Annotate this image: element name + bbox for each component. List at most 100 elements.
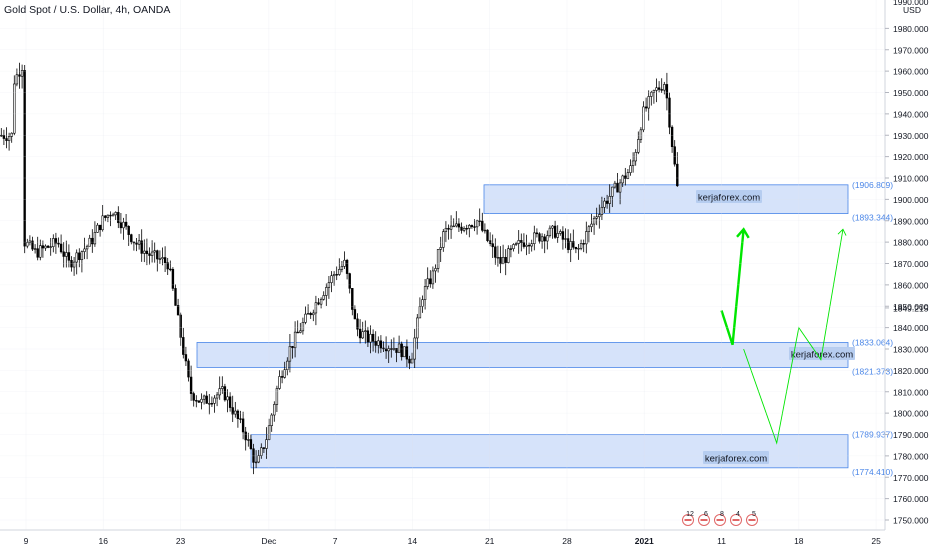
candle-body [280,376,284,378]
candle-body [473,226,476,228]
candle-body [278,376,281,389]
candle-body [169,268,172,271]
candle-body [202,395,206,400]
candle-body [228,396,232,408]
candle-body [574,246,578,250]
candle-body [387,348,390,352]
candle-body [670,126,674,148]
candle-body [33,248,37,250]
candle-body [319,298,323,305]
price-tick-label: 1930.000 [893,131,929,141]
price-tick-label: 1980.000 [893,24,929,34]
candle-body [468,225,471,229]
price-tick-label: 1910.000 [893,174,929,184]
candle-body [254,461,258,464]
candle-body [135,242,138,245]
candle-body [132,241,136,244]
candle-body [163,257,167,264]
candle-body [59,243,63,253]
price-tick-label: 1790.000 [893,430,929,440]
candle-body [553,225,557,238]
candle-body [275,388,279,405]
candle-body [470,225,474,227]
price-tick-label: 1820.000 [893,366,929,376]
candle-body [101,215,104,231]
candle-body [546,235,549,242]
candle-body [663,84,666,91]
candle-body [57,242,60,245]
candle-body [374,341,377,346]
candle-body [626,172,630,179]
candle-body [273,404,276,416]
candle-body [176,305,180,316]
price-tick-label: 1890.000 [893,216,929,226]
candle-body [429,278,432,285]
time-tick-label: 14 [408,536,418,546]
candle-body [335,274,338,276]
candle-body [366,330,370,343]
candle-body [153,250,156,253]
candle-body [530,243,533,247]
candle-body [124,221,128,227]
price-tick-label: 1880.000 [893,238,929,248]
candle-body [304,313,307,323]
candle-body [343,259,346,267]
candle-body [231,407,234,415]
candle-body [306,313,310,315]
chart-title: Gold Spot / U.S. Dollar, 4h, OANDA [4,4,170,16]
economic-events-layer[interactable]: 12 6 8 4 5 [682,511,758,526]
candle-body [31,240,34,250]
candle-body [179,314,182,338]
candle-body [504,256,507,263]
candle-body [260,447,263,456]
candle-body [439,247,442,250]
candle-body [410,358,414,364]
price-tick-label: 1860.000 [893,280,929,290]
candle-body [5,138,8,141]
candle-body [195,400,198,402]
candle-body [218,388,221,396]
time-tick-label: 11 [717,536,726,546]
candle-body [314,302,318,314]
event-marker-count: 5 [752,511,756,518]
candle-body [208,403,211,405]
candle-body [158,258,162,260]
candle-body [234,410,237,415]
candle-body [403,346,406,358]
candle-body [405,346,409,360]
candle-body [613,182,617,188]
candle-body [634,152,637,162]
candle-body [65,252,68,257]
candle-body [655,87,658,91]
candle-body [205,395,208,404]
candle-body [70,259,73,268]
support-resistance-zone[interactable] [483,184,849,215]
candle-body [647,96,650,109]
event-marker-count: 12 [686,511,694,518]
candle-body [200,398,203,403]
candle-body [109,214,112,217]
candle-body [262,447,266,449]
candle-body [520,240,523,243]
price-axis[interactable]: 1980.000 1970.000 1960.000 1950.000 1940.000… [0,0,929,530]
candle-body [650,92,653,97]
candle-body [455,223,458,227]
candle-body [184,354,188,362]
candle-body [192,393,195,401]
candle-body [111,214,115,217]
event-marker-stripe [716,519,724,521]
time-tick-label: 2021 [635,536,654,546]
event-marker-stripe [684,519,692,521]
zone-bottom-label: (1821.373) [852,366,893,376]
candle-body [41,245,45,249]
candle-body [213,397,216,404]
candle-body [223,386,227,401]
candle-body [592,217,596,225]
candle-body [525,244,528,247]
candle-body [611,186,614,197]
candle-body [20,70,24,77]
candle-body [299,330,302,333]
candle-body [603,200,606,208]
time-axis[interactable]: 9 16 23 Dec 7 14 21 28 2021 11 18 25 [0,0,885,546]
